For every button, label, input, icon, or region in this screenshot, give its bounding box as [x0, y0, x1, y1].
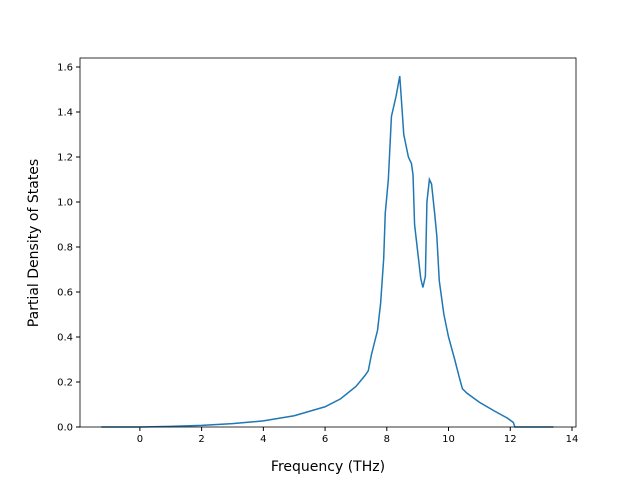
x-tick-label: 6 — [322, 434, 328, 445]
line — [101, 75, 554, 428]
y-tick-label: 0.6 — [57, 288, 73, 299]
x-tick-label: 0 — [137, 434, 143, 445]
y-tick-label: 0.2 — [57, 378, 73, 389]
y-tick-label: 0.8 — [57, 243, 73, 254]
y-axis-label: Partial Density of States — [26, 159, 42, 327]
x-tick-label: 12 — [504, 434, 517, 445]
y-tick-label: 0.4 — [57, 333, 73, 344]
y-tick-label: 0.0 — [57, 423, 73, 434]
x-tick-label: 8 — [384, 434, 390, 445]
plot-frame — [79, 57, 577, 428]
y-tick-label: 1.0 — [57, 198, 73, 209]
y-tick-label: 1.2 — [57, 153, 73, 164]
x-axis-label: Frequency (THz) — [271, 459, 385, 475]
x-tick-label: 2 — [198, 434, 204, 445]
x-tick-label: 14 — [566, 434, 579, 445]
y-tick-label: 1.4 — [57, 108, 73, 119]
x-tick-label: 10 — [442, 434, 455, 445]
y-tick-label: 1.6 — [57, 63, 73, 74]
x-tick-label: 4 — [260, 434, 266, 445]
